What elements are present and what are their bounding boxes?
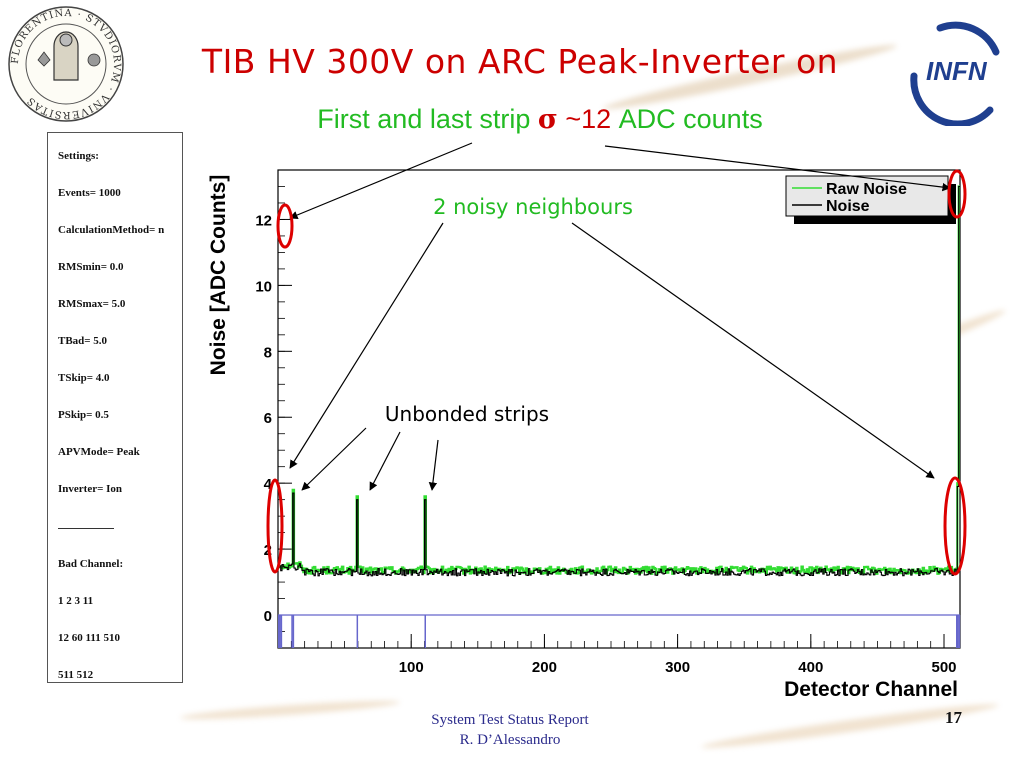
x-tick-label: 200 — [532, 659, 557, 676]
setting-item: PSkip= 0.5 — [58, 409, 109, 421]
settings-header: Settings: — [58, 150, 99, 162]
arrow-unbonded-111 — [428, 439, 439, 491]
university-seal-logo: FLORENTINA · STVDIORVM · VNIVERSITAS — [8, 6, 124, 122]
y-tick-label: 10 — [255, 278, 272, 295]
slide-title: TIB HV 300V on ARC Peak-Inverter on — [201, 42, 839, 81]
plot-frame — [277, 169, 961, 649]
setting-item: Events= 1000 — [58, 187, 121, 199]
series-lines — [278, 185, 960, 577]
settings-panel: Settings: Events= 1000 CalculationMethod… — [47, 132, 183, 683]
setting-item: TBad= 5.0 — [58, 335, 108, 347]
setting-item: APVMode= Peak — [58, 446, 140, 458]
arrow-unbonded-60 — [369, 431, 401, 491]
subtitle-value: ~12 — [565, 104, 612, 134]
settings-separator — [58, 528, 114, 558]
arrow-last-strip — [604, 145, 951, 192]
footer-line-2: R. D’Alessandro — [459, 732, 561, 748]
x-tick-label: 500 — [932, 659, 957, 676]
subtitle-suffix: ADC counts — [618, 104, 763, 134]
svg-text:INFN: INFN — [926, 56, 988, 86]
subtitle-text: First and last strip — [317, 104, 531, 134]
highlight-last-strip-top — [947, 169, 967, 219]
setting-item: TSkip= 4.0 — [58, 372, 110, 384]
infn-logo: INFN — [910, 21, 1000, 126]
arrow-noisy-right — [571, 222, 935, 479]
y-tick-label: 4 — [264, 476, 273, 493]
arrow-noisy-left — [289, 222, 444, 469]
legend-box — [785, 175, 949, 217]
bad-channel-list: 12 60 111 510 — [58, 632, 121, 644]
series-line-noise — [278, 185, 960, 577]
page-number: 17 — [945, 708, 962, 727]
arrow-unbonded-12 — [301, 427, 367, 491]
x-tick-label: 100 — [399, 659, 424, 676]
y-tick-label: 6 — [264, 410, 272, 427]
x-tick-label: 300 — [665, 659, 690, 676]
legend-entry: Noise — [826, 198, 870, 215]
setting-item: CalculationMethod= n — [58, 224, 165, 236]
footer: System Test Status Report R. D’Alessandr… — [380, 710, 640, 750]
unbonded-strips-label: Unbonded strips — [385, 402, 549, 426]
bad-channel-markers — [277, 614, 961, 648]
highlight-first-strip-top — [276, 203, 294, 249]
x-tick-label: 400 — [798, 659, 823, 676]
bad-channel-list: 511 512 — [58, 669, 94, 681]
footer-line-1: System Test Status Report — [431, 712, 589, 728]
bad-channel-list: 1 2 3 11 — [58, 595, 94, 607]
legend-entry: Raw Noise — [826, 181, 907, 198]
y-tick-label: 12 — [255, 212, 272, 229]
y-tick-label: 0 — [264, 608, 272, 625]
bad-channel-header: Bad Channel: — [58, 558, 124, 570]
y-tick-label: 8 — [264, 344, 272, 361]
highlight-last-strip-bottom — [943, 476, 967, 576]
x-axis-label: Detector Channel — [784, 678, 958, 701]
slide-subtitle: First and last strip σ ~12 ADC counts — [230, 104, 850, 135]
setting-item: RMSmin= 0.0 — [58, 261, 124, 273]
setting-item: RMSmax= 5.0 — [58, 298, 126, 310]
arrow-first-strip — [289, 142, 473, 220]
sigma-symbol: σ — [537, 104, 558, 135]
setting-item: Inverter= Ion — [58, 483, 123, 495]
highlight-ellipses — [266, 169, 967, 576]
y-axis-label: Noise [ADC Counts] — [207, 175, 230, 376]
highlight-first-strip-bottom — [266, 478, 284, 574]
noisy-neighbours-label: 2 noisy neighbours — [433, 195, 633, 219]
annotation-arrows — [289, 142, 951, 491]
